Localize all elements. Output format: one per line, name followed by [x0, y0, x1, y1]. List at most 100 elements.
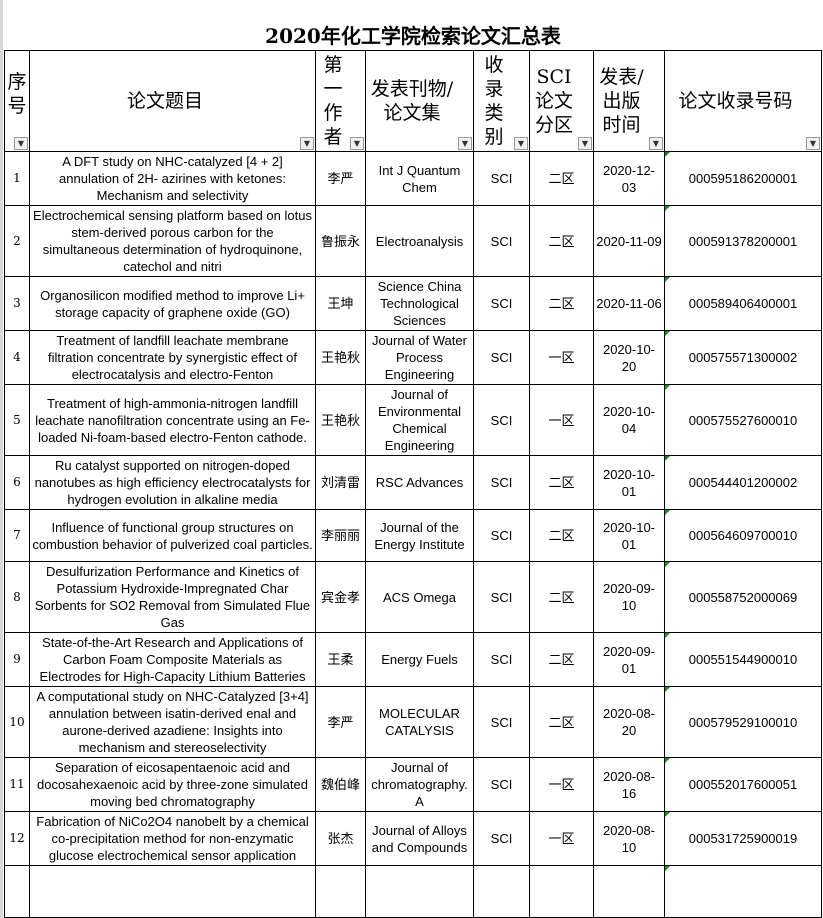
filter-dropdown-icon[interactable]: ▼ — [350, 137, 364, 150]
header-index-type[interactable]: 收录类别 ▼ — [474, 50, 530, 152]
cell-index[interactable]: 1 — [4, 152, 30, 206]
cell-index-type[interactable]: SCI — [474, 510, 530, 562]
cell-index-type[interactable]: SCI — [474, 277, 530, 331]
cell-title[interactable]: Influence of functional group structures… — [30, 510, 316, 562]
cell-pub-date[interactable]: 2020-08-10 — [594, 812, 665, 866]
cell-first-author[interactable]: 刘清雷 — [316, 456, 366, 510]
cell-sci-zone[interactable]: 一区 — [530, 758, 594, 812]
cell-first-author[interactable]: 鲁振永 — [316, 206, 366, 277]
cell-index-type[interactable]: SCI — [474, 152, 530, 206]
cell-sci-zone[interactable]: 一区 — [530, 331, 594, 385]
cell-index[interactable]: 6 — [4, 456, 30, 510]
cell-index[interactable]: 12 — [4, 812, 30, 866]
cell-index-type[interactable]: SCI — [474, 562, 530, 633]
cell-index[interactable]: 7 — [4, 510, 30, 562]
cell-sci-zone[interactable]: 二区 — [530, 562, 594, 633]
filter-dropdown-icon[interactable]: ▼ — [458, 137, 472, 150]
header-pub-date[interactable]: 发表/出版时间 ▼ — [594, 50, 665, 152]
cell-title[interactable]: A computational study on NHC-Catalyzed [… — [30, 687, 316, 758]
cell-pub-date[interactable]: 2020-10-01 — [594, 510, 665, 562]
cell-title[interactable]: State-of-the-Art Research and Applicatio… — [30, 633, 316, 687]
cell-title[interactable]: Treatment of landfill leachate membrane … — [30, 331, 316, 385]
cell-empty[interactable] — [665, 866, 822, 918]
cell-sci-zone[interactable]: 二区 — [530, 206, 594, 277]
cell-index[interactable]: 8 — [4, 562, 30, 633]
cell-index-type[interactable]: SCI — [474, 206, 530, 277]
cell-pub-date[interactable]: 2020-09-10 — [594, 562, 665, 633]
cell-empty[interactable] — [30, 866, 316, 918]
cell-index[interactable]: 9 — [4, 633, 30, 687]
cell-accession-number[interactable]: 000564609700010 — [665, 510, 822, 562]
cell-journal[interactable]: MOLECULAR CATALYSIS — [366, 687, 474, 758]
cell-journal[interactable]: Journal of Water Process Engineering — [366, 331, 474, 385]
cell-pub-date[interactable]: 2020-08-20 — [594, 687, 665, 758]
cell-index-type[interactable]: SCI — [474, 687, 530, 758]
cell-index[interactable]: 3 — [4, 277, 30, 331]
cell-index[interactable]: 2 — [4, 206, 30, 277]
cell-sci-zone[interactable]: 二区 — [530, 152, 594, 206]
cell-index-type[interactable]: SCI — [474, 633, 530, 687]
cell-journal[interactable]: Journal of Alloys and Compounds — [366, 812, 474, 866]
cell-empty[interactable] — [4, 866, 30, 918]
cell-accession-number[interactable]: 000558752000069 — [665, 562, 822, 633]
cell-pub-date[interactable]: 2020-11-09 — [594, 206, 665, 277]
cell-index-type[interactable]: SCI — [474, 758, 530, 812]
cell-empty[interactable] — [474, 866, 530, 918]
cell-journal[interactable]: Journal of the Energy Institute — [366, 510, 474, 562]
cell-journal[interactable]: Journal of chromatography. A — [366, 758, 474, 812]
cell-first-author[interactable]: 李丽丽 — [316, 510, 366, 562]
cell-journal[interactable]: Science China Technological Sciences — [366, 277, 474, 331]
cell-accession-number[interactable]: 000544401200002 — [665, 456, 822, 510]
cell-title[interactable]: A DFT study on NHC-catalyzed [4 + 2] ann… — [30, 152, 316, 206]
header-sci-zone[interactable]: SCI论文分区 ▼ — [530, 50, 594, 152]
cell-index[interactable]: 10 — [4, 687, 30, 758]
cell-pub-date[interactable]: 2020-09-01 — [594, 633, 665, 687]
cell-title[interactable]: Desulfurization Performance and Kinetics… — [30, 562, 316, 633]
cell-sci-zone[interactable]: 一区 — [530, 812, 594, 866]
cell-index-type[interactable]: SCI — [474, 385, 530, 456]
filter-dropdown-icon[interactable]: ▼ — [514, 137, 528, 150]
cell-title[interactable]: Electrochemical sensing platform based o… — [30, 206, 316, 277]
cell-accession-number[interactable]: 000579529100010 — [665, 687, 822, 758]
cell-journal[interactable]: Electroanalysis — [366, 206, 474, 277]
cell-index[interactable]: 11 — [4, 758, 30, 812]
header-accession-number[interactable]: 论文收录号码 ▼ — [665, 50, 822, 152]
cell-pub-date[interactable]: 2020-10-20 — [594, 331, 665, 385]
cell-first-author[interactable]: 王艳秋 — [316, 331, 366, 385]
cell-index-type[interactable]: SCI — [474, 456, 530, 510]
cell-accession-number[interactable]: 000575527600010 — [665, 385, 822, 456]
cell-index-type[interactable]: SCI — [474, 812, 530, 866]
cell-pub-date[interactable]: 2020-11-06 — [594, 277, 665, 331]
cell-empty[interactable] — [366, 866, 474, 918]
cell-first-author[interactable]: 王坤 — [316, 277, 366, 331]
filter-dropdown-icon[interactable]: ▼ — [14, 137, 28, 150]
header-first-author[interactable]: 第一作者 ▼ — [316, 50, 366, 152]
cell-empty[interactable] — [316, 866, 366, 918]
cell-empty[interactable] — [594, 866, 665, 918]
cell-journal[interactable]: ACS Omega — [366, 562, 474, 633]
cell-accession-number[interactable]: 000552017600051 — [665, 758, 822, 812]
cell-title[interactable]: Fabrication of NiCo2O4 nanobelt by a che… — [30, 812, 316, 866]
cell-sci-zone[interactable]: 二区 — [530, 633, 594, 687]
cell-sci-zone[interactable]: 二区 — [530, 456, 594, 510]
cell-title[interactable]: Treatment of high-ammonia-nitrogen landf… — [30, 385, 316, 456]
cell-first-author[interactable]: 李严 — [316, 687, 366, 758]
cell-accession-number[interactable]: 000595186200001 — [665, 152, 822, 206]
cell-index[interactable]: 5 — [4, 385, 30, 456]
cell-empty[interactable] — [530, 866, 594, 918]
cell-title[interactable]: Ru catalyst supported on nitrogen-doped … — [30, 456, 316, 510]
cell-title[interactable]: Separation of eicosapentaenoic acid and … — [30, 758, 316, 812]
cell-first-author[interactable]: 魏伯峰 — [316, 758, 366, 812]
cell-sci-zone[interactable]: 二区 — [530, 687, 594, 758]
cell-accession-number[interactable]: 000591378200001 — [665, 206, 822, 277]
cell-first-author[interactable]: 李严 — [316, 152, 366, 206]
cell-pub-date[interactable]: 2020-10-01 — [594, 456, 665, 510]
cell-accession-number[interactable]: 000575571300002 — [665, 331, 822, 385]
cell-first-author[interactable]: 王艳秋 — [316, 385, 366, 456]
cell-first-author[interactable]: 王柔 — [316, 633, 366, 687]
cell-index-type[interactable]: SCI — [474, 331, 530, 385]
header-index[interactable]: 序号 ▼ — [4, 50, 30, 152]
cell-index[interactable]: 4 — [4, 331, 30, 385]
cell-journal[interactable]: Energy Fuels — [366, 633, 474, 687]
header-journal[interactable]: 发表刊物/论文集 ▼ — [366, 50, 474, 152]
